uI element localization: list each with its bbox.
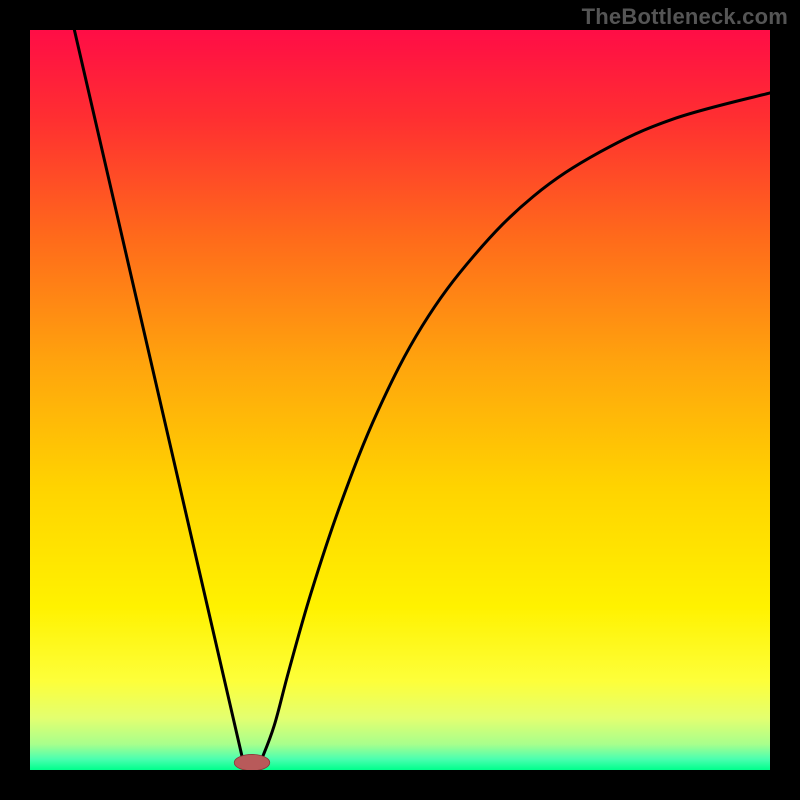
source-watermark: TheBottleneck.com xyxy=(582,4,788,30)
bottleneck-curve-chart xyxy=(30,30,770,770)
chart-frame: TheBottleneck.com xyxy=(0,0,800,800)
gradient-background xyxy=(30,30,770,770)
plot-area xyxy=(30,30,770,770)
vertex-marker xyxy=(234,754,270,770)
